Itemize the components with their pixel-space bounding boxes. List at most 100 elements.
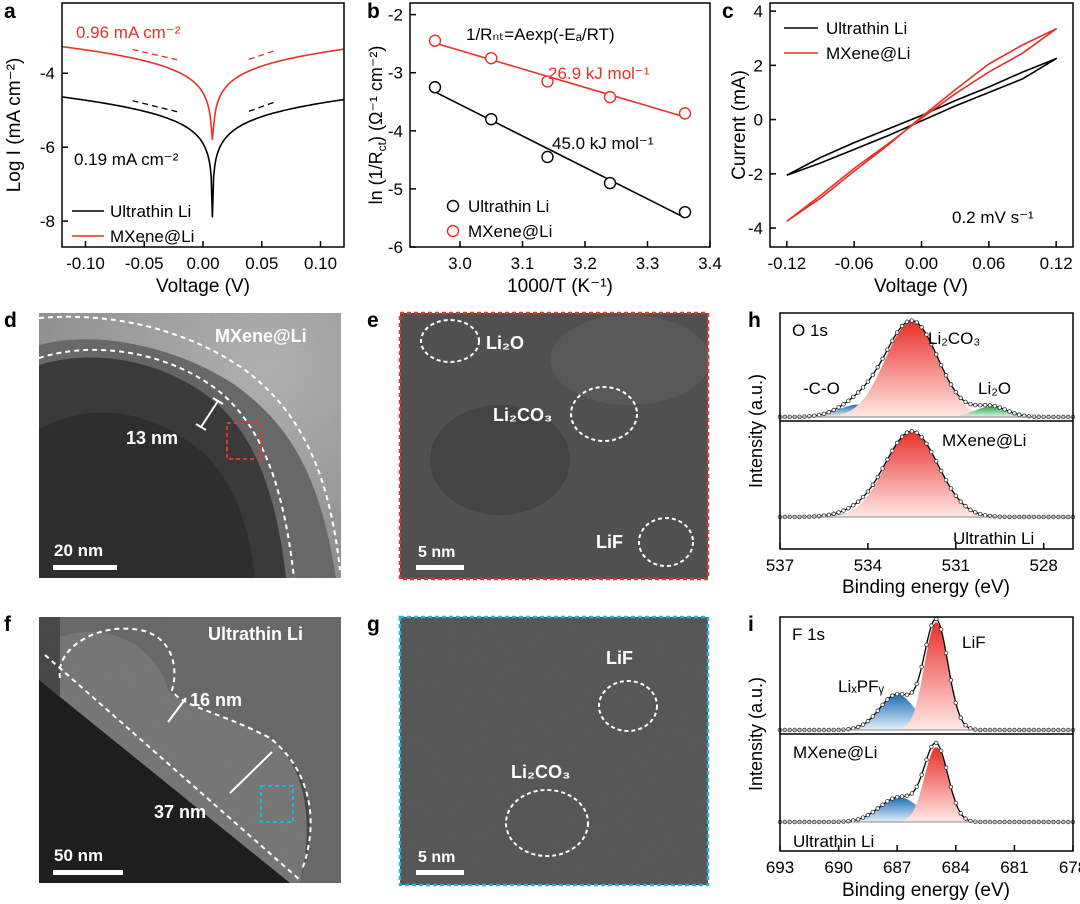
hrtem-tag-li2o-e: Li₂O: [486, 333, 524, 353]
xps-o1s-data-point: [860, 494, 866, 500]
xps-f1s-x-tick-label: 678: [1059, 858, 1080, 877]
xps-o1s-x-tick-label: 534: [854, 556, 882, 575]
scale-bar-e: [416, 565, 464, 570]
xps-o1s-sample-ultrathin: Ultrathin Li: [953, 529, 1034, 548]
panel-label-g: g: [367, 613, 380, 636]
xps-o1s-data-point: [899, 323, 905, 329]
xps-o1s-data-point: [978, 511, 983, 517]
xps-f1s-chart: 693 690 687 684 681 678 F 1s Binding energy (…: [746, 616, 1080, 901]
xps-f1s-x-tick-label: 687: [883, 858, 911, 877]
xps-f1s-data-point: [895, 794, 900, 800]
arrhenius-x-tick-label: 3.1: [511, 254, 535, 273]
xps-o1s-data-point: [914, 430, 919, 436]
tafel-y-tick-label: -4: [40, 64, 55, 83]
arrhenius-y-label-b: ) (Ω⁻¹ cm⁻²): [366, 46, 386, 142]
xps-o1s-data-point: [851, 394, 856, 400]
tafel-fit-1-0: [132, 48, 178, 61]
cv-y-tick-label: 4: [754, 2, 763, 21]
arrhenius-y-label-a: ln (1/R: [366, 151, 386, 204]
cv-y-tick-label: -4: [748, 219, 763, 238]
xps-f1s-data-point: [929, 623, 934, 628]
xps-f1s-data-point: [860, 815, 866, 820]
xps-f1s-x-tick-label: 693: [766, 858, 794, 877]
xps-o1s-data-point: [929, 341, 934, 347]
xps-o1s-data-point: [958, 499, 963, 504]
xps-o1s-data-point: [831, 511, 836, 517]
cv-x-tick-label: 0.00: [905, 254, 938, 273]
xps-o1s-data-point: [1007, 409, 1012, 414]
arrhenius-equation: 1/Rₙₜ=Aexp(-Eₐ/RT): [466, 25, 615, 44]
tafel-curve-0: [61, 96, 345, 218]
xps-o1s-x-tick-label: 528: [1030, 556, 1058, 575]
xps-o1s-data-point: [963, 399, 968, 405]
panel-label-h: h: [748, 309, 761, 332]
xps-o1s-data-point: [958, 395, 963, 401]
xps-o1s-sample-mxene: MXene@Li: [942, 431, 1026, 450]
xps-f1s-x-label: Binding energy (eV): [842, 880, 1010, 901]
sei-boundary-inner-f: [44, 654, 301, 881]
panel-label-a: a: [4, 0, 16, 23]
arrhenius-ticks: 3.0 3.1 3.2 3.3 3.4 -6 -5 -4 -3 -2: [388, 6, 722, 273]
arrhenius-y-tick-label: -4: [388, 122, 403, 141]
region-li2co3-e: [570, 386, 638, 442]
arrhenius-x-label: 1000/T (K⁻¹): [507, 276, 613, 297]
tafel-x-tick-label: -0.05: [125, 254, 164, 273]
xps-o1s-peak-li2o: Li₂O: [978, 379, 1011, 398]
tafel-annotation-mxene: 0.96 mA cm⁻²: [76, 23, 181, 42]
scale-bar-label-g: 5 nm: [418, 849, 455, 866]
legend-text-ultrathin-c: Ultrathin Li: [826, 19, 907, 38]
xps-o1s-data-point: [846, 398, 851, 404]
xps-o1s-marks: [777, 318, 1076, 520]
xps-o1s-data-point: [938, 362, 944, 368]
arrhenius-x-tick-label: 3.4: [698, 254, 722, 273]
xps-o1s-data-point: [992, 403, 998, 409]
xps-o1s-data-point: [875, 474, 880, 480]
arrhenius-point-0-1: [485, 112, 498, 126]
cv-annotation-scanrate: 0.2 mV s⁻¹: [952, 208, 1034, 227]
tafel-ticks: -0.10 -0.05 0.00 0.05 0.10 -8 -6 -4: [40, 64, 337, 273]
xps-o1s-data-point: [1002, 407, 1007, 412]
xps-o1s-data-point: [929, 449, 934, 455]
xps-f1s-data-point: [855, 724, 861, 730]
xps-o1s-data-point: [982, 512, 988, 518]
tafel-x-tick-label: 0.10: [304, 254, 337, 273]
thickness-marker-f2: [229, 751, 273, 794]
cv-x-label: Voltage (V): [874, 276, 968, 297]
hrtem-tag-li2co3-g: Li₂CO₃: [511, 762, 570, 782]
xps-o1s-data-point: [807, 414, 812, 419]
xps-o1s-data-point: [924, 441, 929, 446]
xps-f1s-data-point: [909, 690, 915, 695]
xps-f1s-peak-lixpfy: LiₓPFᵧ: [838, 677, 885, 696]
xps-f1s-x-tick-label: 681: [1000, 858, 1028, 877]
xps-f1s-data-point: [899, 794, 905, 799]
tafel-legend: Ultrathin Li MXene@Li: [72, 202, 194, 246]
xps-o1s-data-point: [934, 352, 939, 357]
xps-o1s-ticks: 537 534 531 528: [766, 543, 1058, 575]
tafel-x-tick-label: 0.05: [245, 254, 278, 273]
arrhenius-point-0-2: [541, 150, 554, 164]
xps-o1s-data-point: [968, 401, 973, 407]
xps-o1s-data-point: [943, 373, 949, 378]
xps-o1s-data-point: [938, 468, 944, 474]
cv-y-tick-label: 0: [754, 111, 763, 130]
xps-f1s-data-point: [909, 791, 915, 796]
cv-chart: -0.12 -0.06 0.00 0.06 0.12 -4 -2 0 2 4 Voltage (V…: [729, 2, 1074, 297]
arrhenius-point-1-4: [678, 107, 692, 120]
tafel-x-tick-label: -0.10: [66, 254, 105, 273]
zoom-box-d: [226, 422, 262, 460]
xps-o1s-data-point: [816, 412, 822, 418]
tafel-fit-0-1: [247, 101, 274, 113]
xps-o1s-data-point: [880, 356, 885, 361]
xps-f1s-data-point: [943, 765, 949, 770]
arrhenius-fit-0: [434, 91, 686, 219]
panel-label-f: f: [4, 613, 12, 636]
panel-label-d: d: [4, 309, 17, 332]
tafel-curve-1: [61, 45, 345, 140]
xps-o1s-data-point: [899, 434, 905, 439]
arrhenius-point-1-3: [603, 90, 617, 104]
arrhenius-marks: [428, 34, 692, 219]
scale-bar-label-d: 20 nm: [54, 541, 103, 560]
cv-x-tick-label: -0.12: [767, 254, 806, 273]
hrtem-image-ultrathin: LiF Li₂CO₃ 5 nm: [398, 615, 710, 887]
